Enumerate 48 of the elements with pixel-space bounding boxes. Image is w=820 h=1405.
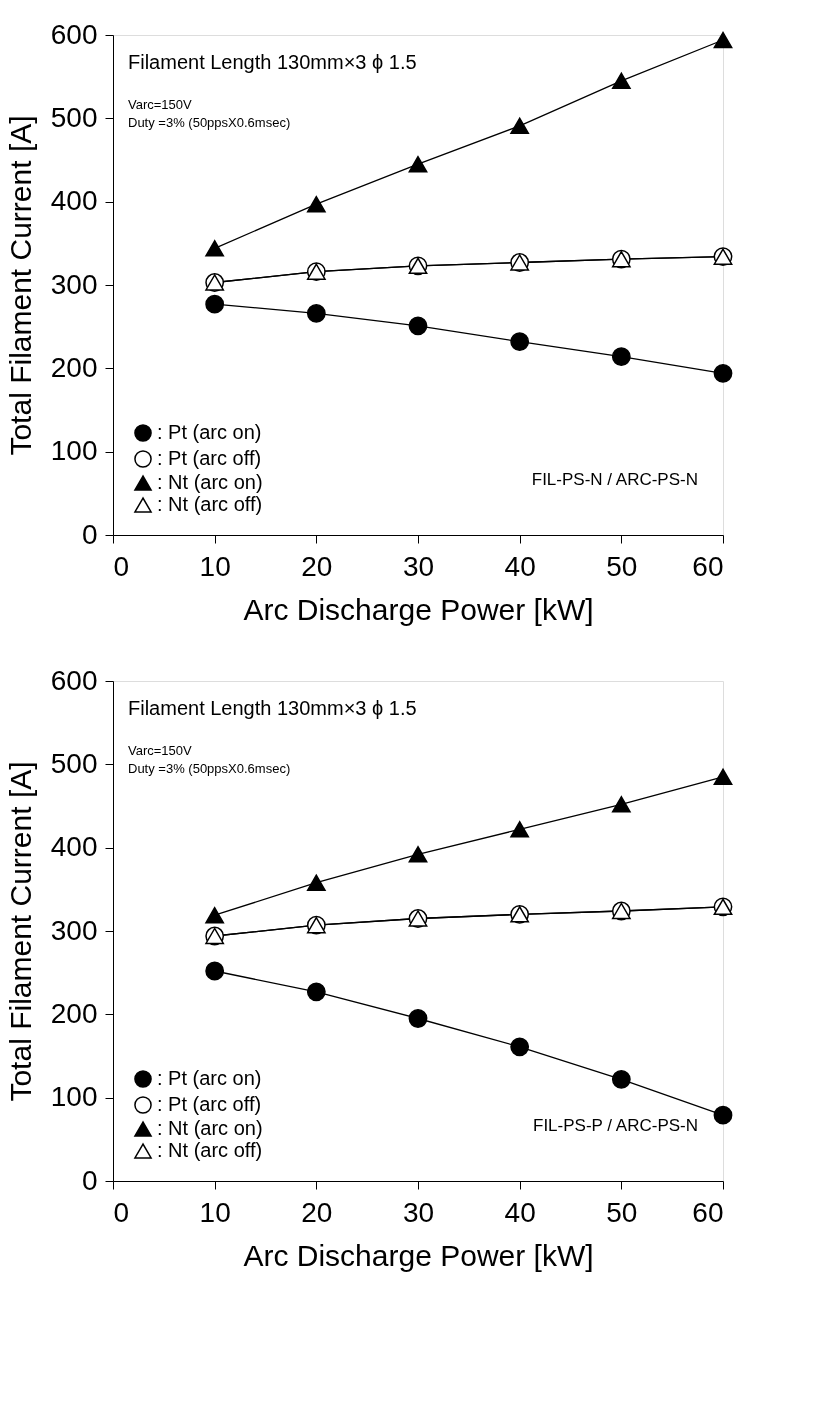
- annotation: Filament Length 130mm×3 ϕ 1.5: [128, 697, 417, 719]
- legend-label: : Nt (arc on): [157, 1117, 263, 1139]
- x-axis-title: Arc Discharge Power [kW]: [243, 1238, 594, 1272]
- y-tick-label: 100: [50, 1081, 98, 1113]
- legend-label: : Nt (arc off): [157, 1139, 263, 1161]
- x-axis-title: Arc Discharge Power [kW]: [243, 592, 594, 626]
- y-tick-label: 500: [50, 747, 98, 779]
- x-tick-label: 0: [113, 550, 130, 582]
- x-tick-label: 30: [402, 550, 435, 582]
- legend-label: : Pt (arc off): [157, 447, 262, 469]
- y-tick-label: 500: [50, 101, 98, 133]
- x-tick-label: 30: [402, 1196, 435, 1228]
- y-tick-label: 200: [50, 997, 98, 1029]
- annotation: Varc=150V: [128, 743, 193, 758]
- annotation: Varc=150V: [128, 97, 193, 112]
- legend-label: : Nt (arc off): [157, 493, 263, 515]
- legend-label: : Pt (arc on): [157, 1067, 262, 1089]
- x-tick-label: 60: [692, 1196, 724, 1228]
- y-tick-label: 0: [81, 518, 98, 550]
- y-axis-title: Total Filament Current [A]: [3, 761, 37, 1102]
- x-tick-label: 40: [504, 550, 536, 582]
- legend-label: : Pt (arc off): [157, 1093, 262, 1115]
- y-tick-label: 0: [81, 1164, 98, 1196]
- annotation: Duty =3% (50ppsX0.6msec): [128, 761, 291, 776]
- annotation: FIL-PS-P / ARC-PS-N: [533, 1116, 698, 1135]
- y-axis-title: Total Filament Current [A]: [3, 115, 37, 456]
- annotation: Duty =3% (50ppsX0.6msec): [128, 115, 291, 130]
- y-tick-label: 400: [50, 185, 98, 217]
- y-tick-label: 300: [50, 914, 98, 946]
- y-tick-label: 100: [50, 435, 98, 467]
- x-tick-label: 50: [606, 550, 638, 582]
- annotation: Filament Length 130mm×3 ϕ 1.5: [128, 51, 417, 73]
- annotation: FIL-PS-N / ARC-PS-N: [531, 470, 698, 489]
- legend-label: : Nt (arc on): [157, 471, 263, 493]
- y-tick-label: 400: [50, 831, 98, 863]
- y-tick-label: 600: [50, 664, 98, 696]
- x-tick-label: 40: [504, 1196, 536, 1228]
- x-tick-label: 20: [301, 550, 333, 582]
- x-tick-label: 20: [301, 1196, 333, 1228]
- x-tick-label: 10: [199, 550, 231, 582]
- legend-label: : Pt (arc on): [157, 421, 262, 443]
- x-tick-label: 50: [606, 1196, 638, 1228]
- x-tick-label: 10: [199, 1196, 231, 1228]
- x-tick-label: 0: [113, 1196, 130, 1228]
- y-tick-label: 600: [50, 18, 98, 50]
- y-tick-label: 300: [50, 268, 98, 300]
- x-tick-label: 60: [692, 550, 724, 582]
- y-tick-label: 200: [50, 351, 98, 383]
